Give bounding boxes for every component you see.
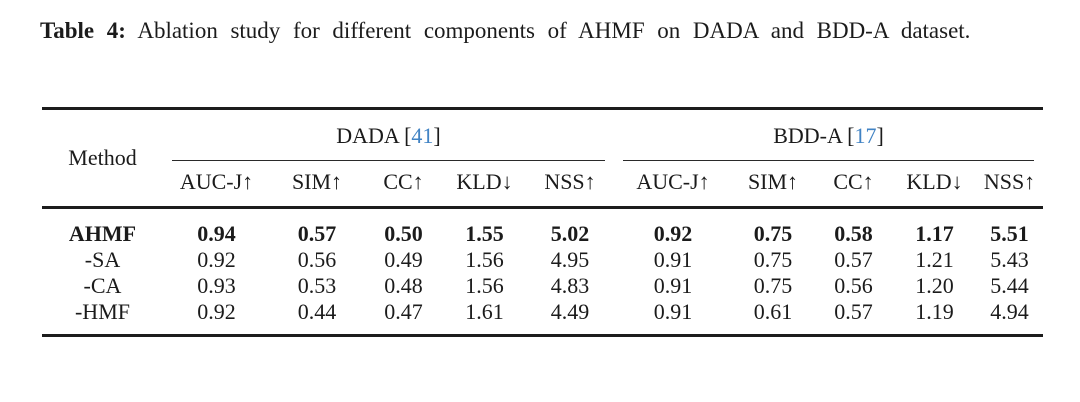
group-header-bdda-inner: BDD-A [17] [623, 110, 1035, 161]
cell: 5.51 [990, 221, 1029, 246]
bracket-close: ] [876, 123, 884, 148]
bracket-open: [ [404, 123, 412, 148]
cell: 0.49 [384, 247, 423, 272]
metric-header-bdda-cc: CC↑ [814, 161, 893, 209]
cell: 1.19 [915, 299, 954, 324]
cell: 0.56 [297, 247, 337, 272]
cell: 1.56 [465, 247, 504, 272]
group-header-dada: DADA [41] [163, 109, 614, 161]
metric-header-bdda-aucj: AUC-J↑ [614, 161, 732, 209]
cell: 0.92 [197, 247, 236, 272]
cell: 0.57 [834, 247, 873, 272]
table-row-hmf: -HMF 0.92 0.44 0.47 1.61 4.49 0.91 0.61 … [42, 299, 1043, 336]
cell: 0.50 [384, 221, 423, 246]
cell: 5.02 [550, 221, 590, 246]
table-row-ahmf: AHMF 0.94 0.57 0.50 1.55 5.02 0.92 0.75 … [42, 208, 1043, 248]
citation-link-bdda[interactable]: 17 [854, 123, 877, 148]
group-header-row: Method DADA [41] BDD-A [17] [42, 108, 1043, 209]
group-header-bdda: BDD-A [17] [614, 109, 1043, 161]
cell: 0.44 [297, 299, 337, 324]
cell: 0.94 [197, 221, 236, 246]
cell: 0.93 [197, 273, 236, 298]
cell: 1.17 [915, 221, 954, 246]
metric-header-dada-kld: KLD↓ [443, 161, 526, 209]
cell: 0.47 [384, 299, 423, 324]
table-caption: Table 4: Ablation study for different co… [0, 0, 1080, 46]
row-label: -HMF [74, 299, 130, 324]
dataset-name-dada: DADA [336, 123, 399, 148]
group-header-dada-inner: DADA [41] [172, 110, 605, 161]
cell: 0.57 [834, 299, 873, 324]
row-label: -CA [83, 273, 122, 298]
cell: 4.49 [550, 299, 590, 324]
cell: 0.91 [653, 247, 693, 272]
cell: 0.91 [653, 299, 693, 324]
metric-header-dada-sim: SIM↑ [270, 161, 364, 209]
cell: 1.21 [915, 247, 954, 272]
metric-header-row: AUC-J↑ SIM↑ CC↑ KLD↓ NSS↑ AUC-J↑ SIM↑ CC… [42, 161, 1044, 209]
cell: 1.61 [465, 299, 504, 324]
cell: 5.44 [990, 273, 1029, 298]
row-label: AHMF [68, 221, 137, 246]
cell: 0.92 [197, 299, 236, 324]
cell: 0.57 [297, 221, 337, 246]
metric-header-bdda-sim: SIM↑ [732, 161, 814, 209]
bracket-open: [ [847, 123, 855, 148]
bracket-close: ] [433, 123, 441, 148]
citation-dada: [41] [404, 123, 441, 148]
cell: 0.53 [297, 273, 337, 298]
metric-header-bdda-nss: NSS↑ [976, 161, 1044, 209]
row-label: -SA [84, 247, 121, 272]
citation-bdda: [17] [847, 123, 884, 148]
cell: 0.56 [834, 273, 873, 298]
method-column-header: Method [42, 108, 163, 209]
cell: 0.91 [653, 273, 693, 298]
dataset-name-bdda: BDD-A [773, 123, 842, 148]
cell: 5.43 [990, 247, 1029, 272]
cell: 4.95 [550, 247, 590, 272]
cell: 0.92 [653, 221, 693, 246]
cell: 1.55 [465, 221, 504, 246]
cell: 0.48 [384, 273, 423, 298]
ablation-table: Method DADA [41] BDD-A [17] AUC-J↑ SIM↑ … [42, 107, 1044, 337]
metric-header-dada-cc: CC↑ [364, 161, 443, 209]
cell: 4.94 [990, 299, 1029, 324]
metric-header-bdda-kld: KLD↓ [893, 161, 976, 209]
cell: 1.20 [915, 273, 954, 298]
caption-text: Ablation study for different components … [137, 18, 971, 43]
table-row-sa: -SA 0.92 0.56 0.49 1.56 4.95 0.91 0.75 0… [42, 247, 1043, 273]
metric-header-dada-aucj: AUC-J↑ [163, 161, 270, 209]
cell: 0.75 [753, 247, 793, 272]
cell: 0.75 [753, 221, 793, 246]
cell: 0.75 [753, 273, 793, 298]
table-row-ca: -CA 0.93 0.53 0.48 1.56 4.83 0.91 0.75 0… [42, 273, 1043, 299]
cell: 0.61 [753, 299, 793, 324]
cell: 1.56 [465, 273, 504, 298]
metric-header-dada-nss: NSS↑ [526, 161, 614, 209]
citation-link-dada[interactable]: 41 [411, 123, 434, 148]
caption-label: Table 4: [40, 18, 126, 43]
cell: 4.83 [550, 273, 590, 298]
cell: 0.58 [834, 221, 873, 246]
